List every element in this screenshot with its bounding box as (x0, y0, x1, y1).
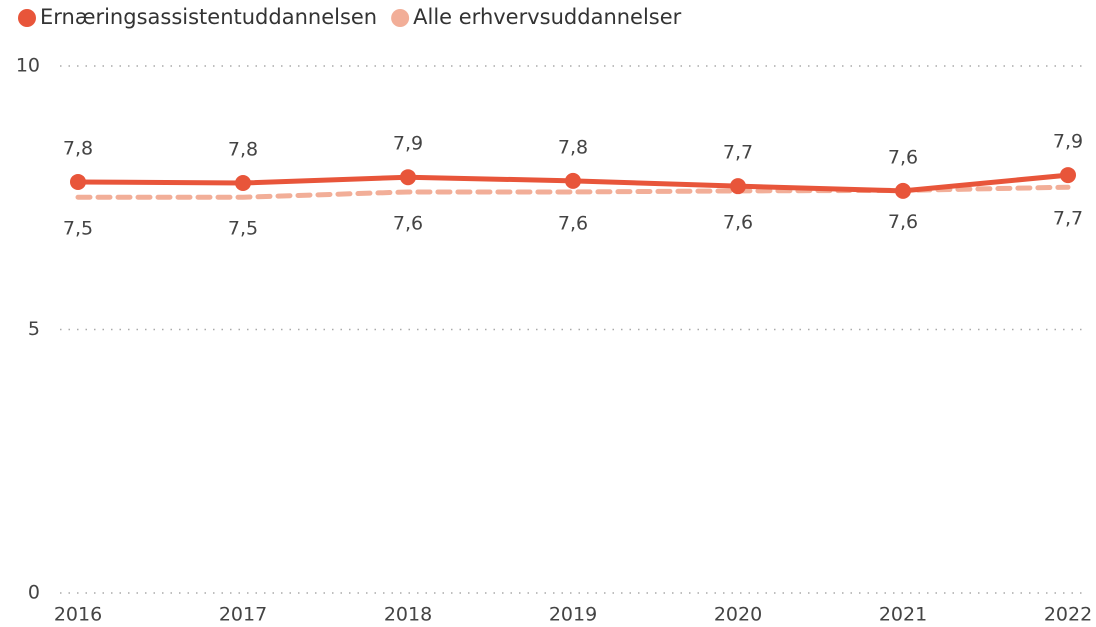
data-label: 7,7 (723, 142, 753, 164)
data-label: 7,5 (228, 218, 258, 240)
x-tick-label: 2019 (549, 604, 597, 626)
x-tick-label: 2018 (384, 604, 432, 626)
x-tick-label: 2016 (54, 604, 102, 626)
data-label: 7,9 (393, 133, 423, 155)
legend-label: Alle erhvervsuddannelser (413, 5, 682, 29)
x-tick-label: 2017 (219, 604, 267, 626)
x-tick-label: 2022 (1044, 604, 1092, 626)
data-point (1060, 167, 1076, 184)
data-label: 7,9 (1053, 131, 1083, 153)
data-label: 7,6 (393, 212, 423, 234)
y-tick-label: 0 (28, 582, 40, 604)
legend-marker (391, 9, 410, 27)
x-tick-label: 2020 (714, 604, 762, 626)
data-point (235, 174, 251, 191)
data-label: 7,8 (228, 138, 258, 160)
y-tick-label: 5 (28, 318, 40, 340)
data-point (565, 172, 581, 189)
data-point (400, 169, 416, 186)
data-label: 7,8 (63, 137, 93, 159)
legend-marker (18, 9, 36, 27)
data-label: 7,6 (558, 212, 588, 234)
data-label: 7,6 (888, 146, 918, 168)
data-point (70, 173, 86, 190)
legend-label: Ernæringsassistentuddannelsen (40, 5, 377, 29)
data-label: 7,6 (723, 211, 753, 233)
y-tick-label: 10 (16, 55, 40, 77)
data-label: 7,6 (888, 211, 918, 233)
data-point (730, 178, 746, 195)
data-label: 7,5 (63, 218, 93, 240)
data-label: 7,8 (558, 136, 588, 158)
x-tick-label: 2021 (879, 604, 927, 626)
data-point (895, 182, 911, 199)
data-label: 7,7 (1053, 208, 1083, 230)
